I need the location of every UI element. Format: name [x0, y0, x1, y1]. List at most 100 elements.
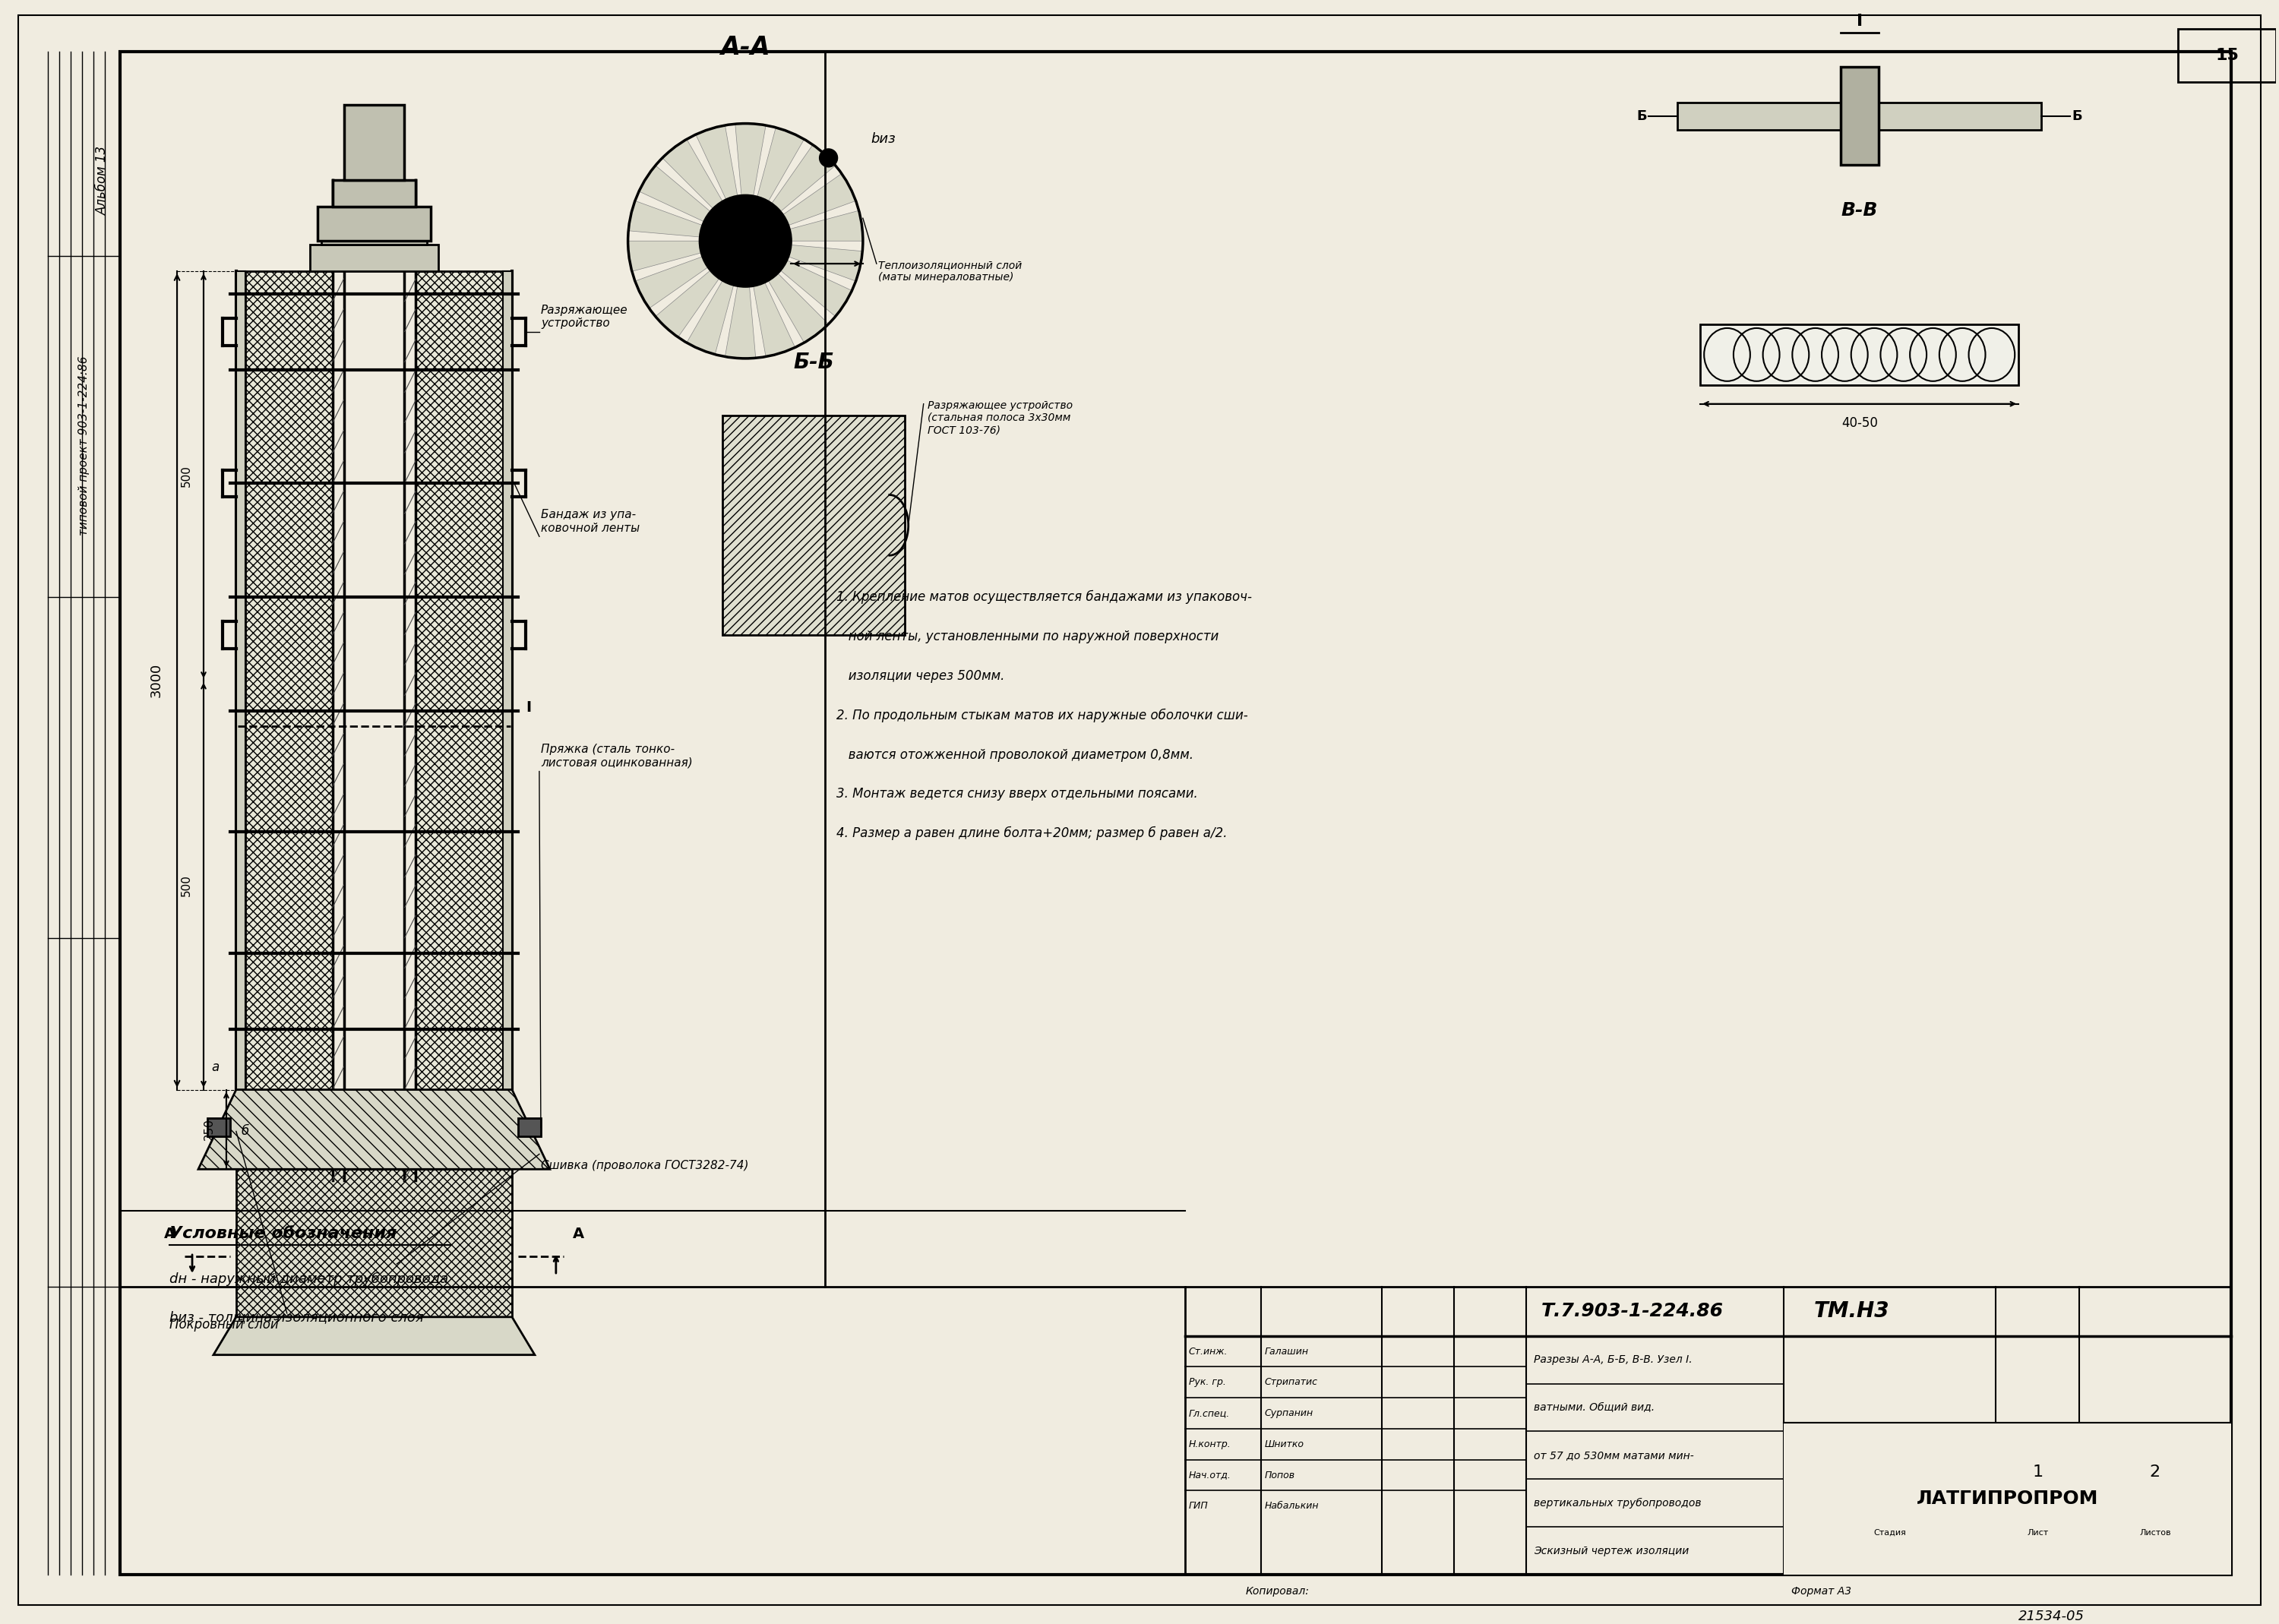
Text: Гл.спец.: Гл.спец.	[1190, 1408, 1231, 1418]
Wedge shape	[782, 174, 857, 226]
Wedge shape	[757, 128, 804, 201]
Text: а: а	[212, 1060, 219, 1073]
Bar	[246, 271, 333, 1090]
Wedge shape	[725, 286, 757, 359]
Text: I: I	[526, 700, 531, 715]
Text: Копировал:: Копировал:	[1247, 1587, 1310, 1596]
Text: вертикальных трубопроводов: вертикальных трубопроводов	[1534, 1497, 1700, 1509]
Wedge shape	[768, 273, 830, 343]
Text: ной ленты, установленными по наружной поверхности: ной ленты, установленными по наружной по…	[836, 630, 1219, 643]
Text: б: б	[242, 1124, 248, 1138]
Text: Шнитко: Шнитко	[1265, 1439, 1304, 1449]
Text: ТМ.Н3: ТМ.Н3	[1814, 1301, 1889, 1322]
Bar	[237, 271, 246, 1090]
Text: Б: Б	[2072, 109, 2083, 123]
Wedge shape	[656, 270, 720, 338]
Text: Пряжка (сталь тонко-
листовая оцинкованная): Пряжка (сталь тонко- листовая оцинкованн…	[540, 744, 693, 768]
Text: Н.контр.: Н.контр.	[1190, 1439, 1231, 1449]
Wedge shape	[779, 260, 852, 317]
Text: Разряжающее
устройство: Разряжающее устройство	[540, 304, 629, 330]
Circle shape	[700, 195, 791, 286]
Wedge shape	[629, 201, 702, 237]
Wedge shape	[789, 245, 861, 281]
Circle shape	[820, 149, 839, 167]
Bar	[310, 245, 438, 271]
Text: I: I	[1857, 13, 1862, 29]
Text: 21534-05: 21534-05	[2019, 1609, 2085, 1622]
Text: Б-Б: Б-Б	[793, 351, 834, 374]
Text: Т.7.903-1-224.86: Т.7.903-1-224.86	[1541, 1302, 1723, 1320]
Text: dн - наружный диаметр трубопровода: dн - наружный диаметр трубопровода	[169, 1272, 449, 1286]
Text: типовой проект 903-1-224:86: типовой проект 903-1-224:86	[77, 356, 89, 536]
Text: В-В: В-В	[1841, 201, 1878, 219]
Wedge shape	[736, 123, 766, 197]
Text: Рук. гр.: Рук. гр.	[1190, 1377, 1226, 1387]
Text: Разряжающее устройство
(стальная полоса 3х30мм
ГОСТ 103-76): Разряжающее устройство (стальная полоса …	[928, 400, 1073, 435]
Text: bиз - толщина изоляционного слоя: bиз - толщина изоляционного слоя	[169, 1311, 424, 1324]
Text: 3. Монтаж ведется снизу вверх отдельными поясами.: 3. Монтаж ведется снизу вверх отдельными…	[836, 788, 1199, 801]
Text: Эскизный чертеж изоляции: Эскизный чертеж изоляции	[1534, 1546, 1689, 1556]
Text: Попов: Попов	[1265, 1470, 1294, 1479]
Polygon shape	[198, 1090, 549, 1169]
Bar	[2179, 29, 2277, 81]
Bar	[415, 271, 504, 1090]
Wedge shape	[629, 240, 702, 271]
Text: Альбом 13: Альбом 13	[96, 146, 109, 214]
Wedge shape	[754, 283, 795, 357]
Text: 40-50: 40-50	[1841, 416, 1878, 430]
Text: Условные обозначения: Условные обозначения	[169, 1226, 397, 1241]
Text: А: А	[164, 1226, 175, 1241]
Text: ваются отожженной проволокой диаметром 0,8мм.: ваются отожженной проволокой диаметром 0…	[836, 749, 1194, 762]
Bar	[344, 104, 403, 180]
Bar	[207, 1119, 230, 1137]
Text: Б: Б	[1636, 109, 1648, 123]
Bar	[1784, 1423, 2231, 1575]
Text: А: А	[572, 1226, 583, 1241]
Bar	[321, 218, 426, 245]
Bar	[1677, 102, 2042, 130]
Text: 15: 15	[2215, 47, 2238, 63]
Text: Галашин: Галашин	[1265, 1346, 1308, 1356]
Text: 2: 2	[2149, 1465, 2160, 1479]
Text: 500: 500	[180, 464, 191, 487]
Wedge shape	[638, 166, 711, 222]
Circle shape	[709, 205, 782, 278]
Text: bиз: bиз	[871, 132, 896, 146]
Bar	[237, 1169, 513, 1317]
Text: dн: dн	[757, 214, 775, 227]
Text: 500: 500	[180, 874, 191, 896]
Wedge shape	[663, 140, 722, 209]
Text: Разрезы А-А, Б-Б, В-В. Узел I.: Разрезы А-А, Б-Б, В-В. Узел I.	[1534, 1354, 1691, 1366]
Text: 2. По продольным стыкам матов их наружные оболочки сши-: 2. По продольным стыкам матов их наружны…	[836, 708, 1249, 723]
Text: изоляции через 500мм.: изоляции через 500мм.	[836, 669, 1005, 682]
Text: 4. Размер а равен длине болта+20мм; размер б равен а/2.: 4. Размер а равен длине болта+20мм; разм…	[836, 827, 1226, 841]
Bar	[310, 1116, 438, 1143]
Bar	[1841, 67, 1878, 166]
Polygon shape	[214, 1317, 536, 1354]
Wedge shape	[695, 125, 738, 200]
Text: Нач.отд.: Нач.отд.	[1190, 1470, 1231, 1479]
Text: Набалькин: Набалькин	[1265, 1501, 1320, 1510]
Text: Листов: Листов	[2140, 1530, 2172, 1536]
Text: Лист: Лист	[2026, 1530, 2049, 1536]
Bar	[504, 271, 513, 1090]
Bar	[1700, 325, 2019, 385]
Text: ватными. Общий вид.: ватными. Общий вид.	[1534, 1402, 1655, 1413]
Text: Теплоизоляционный слой
(маты минераловатные): Теплоизоляционный слой (маты минераловат…	[877, 260, 1021, 283]
Text: Сурпанин: Сурпанин	[1265, 1408, 1313, 1418]
Text: Стрипатис: Стрипатис	[1265, 1377, 1317, 1387]
Text: ЛАТГИПРОПРОМ: ЛАТГИПРОПРОМ	[1917, 1489, 2099, 1509]
Text: Формат А3: Формат А3	[1791, 1587, 1851, 1596]
Bar	[1185, 1286, 2231, 1575]
Text: Покровный слой: Покровный слой	[169, 1317, 278, 1332]
Text: 250: 250	[203, 1119, 214, 1140]
Wedge shape	[686, 281, 734, 354]
Bar	[321, 1143, 426, 1169]
Text: Ст.инж.: Ст.инж.	[1190, 1346, 1228, 1356]
Text: 1: 1	[2033, 1465, 2042, 1479]
Wedge shape	[636, 257, 709, 309]
Text: 3000: 3000	[150, 663, 164, 698]
Text: Стадия: Стадия	[1873, 1530, 1905, 1536]
Text: Сшивка (проволока ГОСТ3282-74): Сшивка (проволока ГОСТ3282-74)	[540, 1160, 748, 1171]
Text: А-А: А-А	[720, 36, 770, 60]
